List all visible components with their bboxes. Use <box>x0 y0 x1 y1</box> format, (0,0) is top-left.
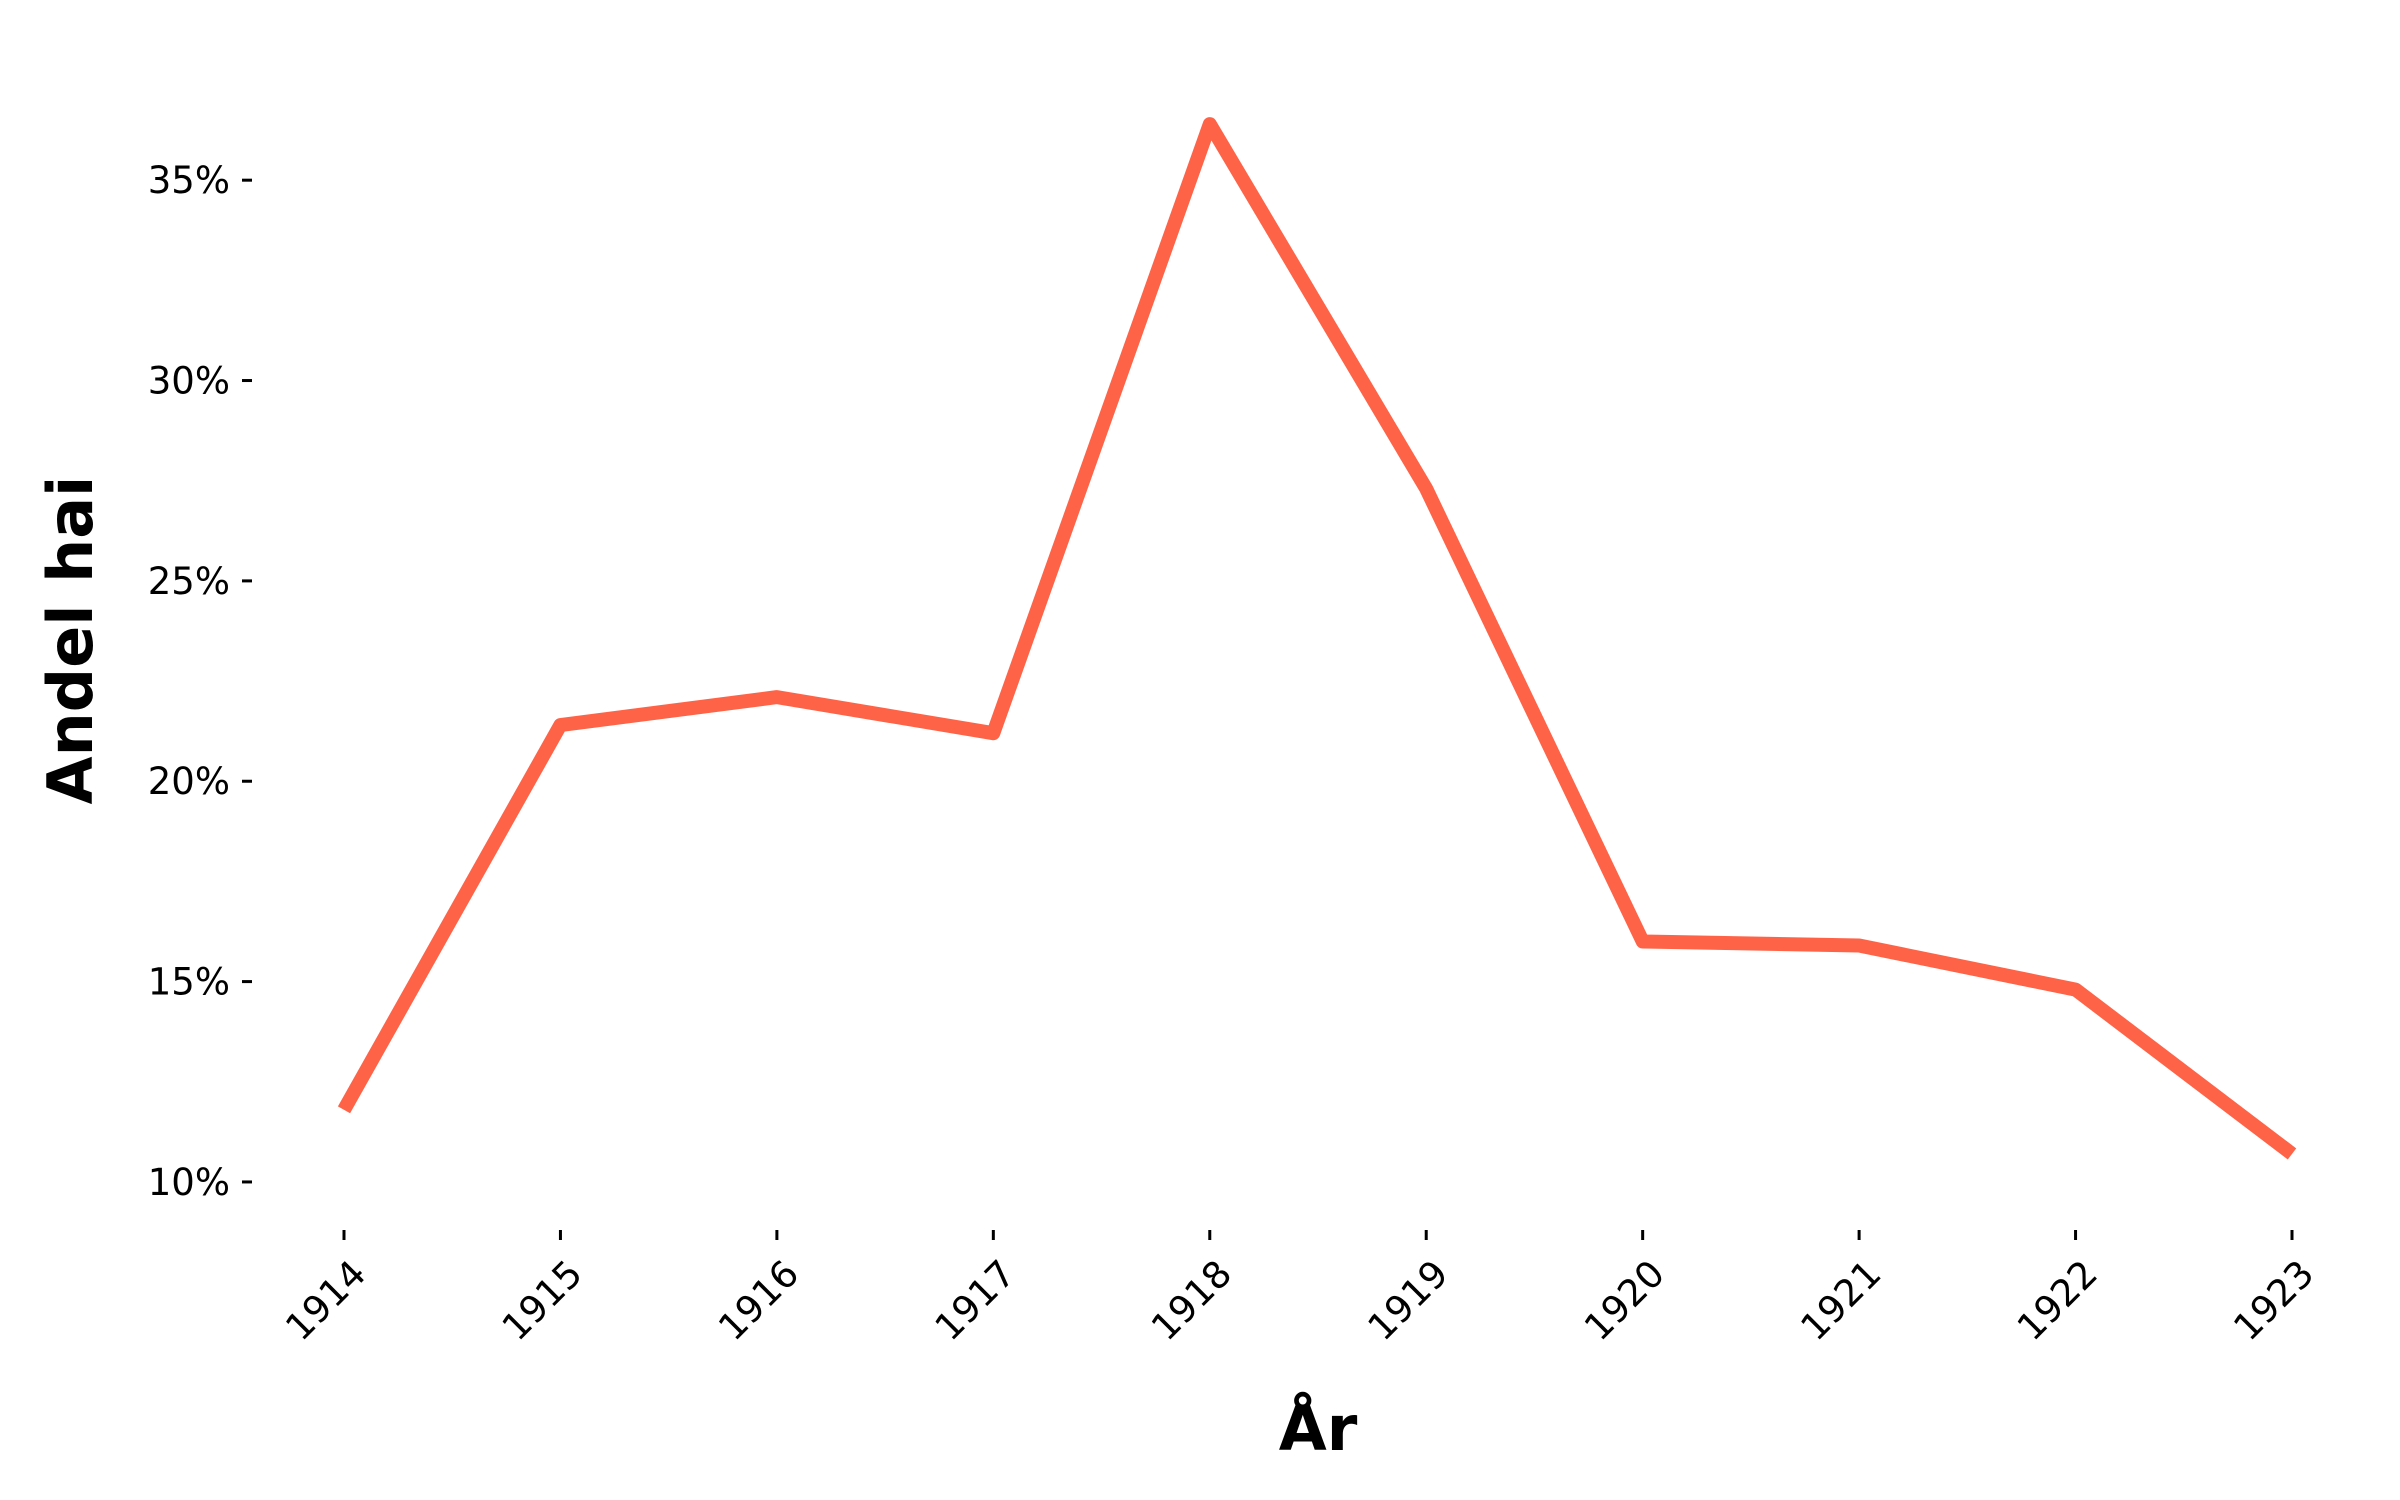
y-tick-label: 15% <box>148 961 230 1004</box>
x-tick-label: 1914 <box>277 1252 374 1349</box>
series-line <box>337 117 2297 1160</box>
y-axis-label: Andel hai <box>34 476 107 805</box>
x-tick-label: 1923 <box>2225 1252 2322 1349</box>
x-tick-label: 1918 <box>1143 1252 1240 1349</box>
x-tick-label: 1919 <box>1360 1252 1457 1349</box>
x-axis: 1914 1915 1916 1917 1918 1919 1920 1921 1922 1923 <box>277 1230 2322 1349</box>
x-tick-label: 1917 <box>927 1252 1024 1349</box>
y-tick-label: 30% <box>148 360 230 403</box>
x-tick-label: 1922 <box>2009 1252 2106 1349</box>
x-axis-label: År <box>1279 1392 1358 1465</box>
x-tick-label: 1916 <box>710 1252 807 1349</box>
y-tick-label: 20% <box>148 760 230 803</box>
y-tick-label: 10% <box>148 1161 230 1204</box>
y-tick-label: 25% <box>148 560 230 603</box>
x-tick-label: 1921 <box>1792 1252 1889 1349</box>
y-tick-label: 35% <box>148 159 230 202</box>
series-layer <box>337 117 2297 1160</box>
x-tick-label: 1915 <box>494 1252 591 1349</box>
y-axis: 10% 15% 20% 25% 30% 35% <box>148 159 252 1204</box>
x-tick-label: 1920 <box>1576 1252 1673 1349</box>
